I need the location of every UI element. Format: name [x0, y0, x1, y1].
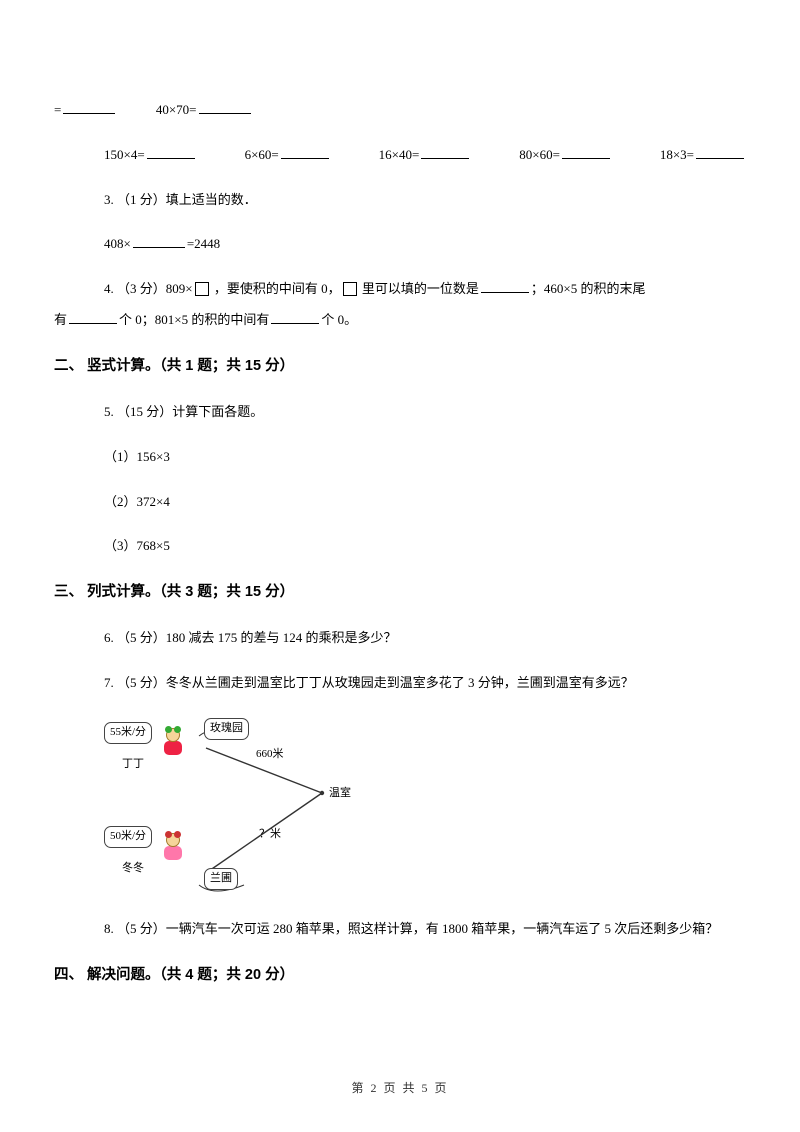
blank[interactable] — [481, 279, 529, 293]
blank[interactable] — [271, 310, 319, 324]
eq-frag-line: = 40×70= — [54, 100, 746, 121]
q5-label: 5. （15 分）计算下面各题。 — [104, 402, 746, 423]
name1: 丁丁 — [122, 756, 144, 774]
eq: 150×4= — [104, 147, 145, 162]
blank[interactable] — [69, 310, 117, 324]
q3-pre: 408× — [104, 236, 131, 251]
q5-3: （3）768×5 — [104, 536, 746, 557]
kid1-icon — [159, 728, 187, 758]
eq: 16×40= — [379, 147, 420, 162]
q3-label: 3. （1 分）填上适当的数． — [104, 190, 746, 211]
node-lanpu: 兰圃 — [204, 868, 238, 890]
q4-line1: 4. （3 分）809× ，要使积的中间有 0， 里可以填的一位数是 ；460×5… — [104, 279, 746, 300]
q4-l2b: 个 0；801×5 的积的中间有 — [119, 312, 269, 327]
q8: 8. （5 分）一辆汽车一次可运 280 箱苹果，照这样计算，有 1800 箱苹… — [104, 919, 746, 940]
blank[interactable] — [63, 100, 115, 114]
q4-line2: 有 个 0；801×5 的积的中间有 个 0。 — [54, 310, 746, 331]
q5-2: （2）372×4 — [104, 492, 746, 513]
q6: 6. （5 分）180 减去 175 的差与 124 的乘积是多少？ — [104, 628, 746, 649]
section3-title: 三、 列式计算。（共 3 题；共 15 分） — [54, 581, 746, 604]
q3-eq: 408× =2448 — [104, 234, 746, 255]
equation-row: 150×4= 6×60= 16×40= 80×60= 18×3= — [104, 145, 746, 166]
q8-text: 8. （5 分）一辆汽车一次可运 280 箱苹果，照这样计算，有 1800 箱苹… — [104, 921, 718, 936]
q4-mid1: ，要使积的中间有 0， — [211, 281, 341, 296]
blank[interactable] — [147, 145, 195, 159]
section4-title: 四、 解决问题。（共 4 题；共 20 分） — [54, 964, 746, 987]
eq: 80×60= — [519, 147, 560, 162]
node-rose: 玫瑰园 — [204, 718, 249, 740]
speed2-box: 50米/分 — [104, 826, 152, 848]
eq: 6×60= — [245, 147, 279, 162]
dist1: 660米 — [256, 746, 284, 764]
blank[interactable] — [562, 145, 610, 159]
node-greenhouse: 温室 — [329, 785, 351, 803]
name2: 冬冬 — [122, 860, 144, 878]
q3-post: =2448 — [187, 236, 220, 251]
kid2-icon — [159, 833, 187, 863]
eq2-lhs: 40×70= — [156, 102, 197, 117]
q4-l2a: 有 — [54, 312, 67, 327]
diagram-lines — [104, 718, 394, 893]
page-footer: 第 2 页 共 5 页 — [0, 1079, 800, 1098]
q7: 7. （5 分）冬冬从兰圃走到温室比丁丁从玫瑰园走到温室多花了 3 分钟，兰圃到… — [104, 673, 746, 694]
box-icon — [195, 282, 209, 296]
eq1-pre: = — [54, 102, 61, 117]
speed1-box: 55米/分 — [104, 722, 152, 744]
blank[interactable] — [199, 100, 251, 114]
q4-mid3: ；460×5 的积的末尾 — [531, 281, 646, 296]
box-icon — [343, 282, 357, 296]
q4-l2c: 个 0。 — [321, 312, 357, 327]
q4-pre: 4. （3 分）809× — [104, 281, 193, 296]
blank[interactable] — [421, 145, 469, 159]
q4-mid2: 里可以填的一位数是 — [359, 281, 479, 296]
blank[interactable] — [133, 234, 185, 248]
blank[interactable] — [281, 145, 329, 159]
q5-1: （1）156×3 — [104, 447, 746, 468]
blank[interactable] — [696, 145, 744, 159]
section2-title: 二、 竖式计算。（共 1 题；共 15 分） — [54, 355, 746, 378]
q7-diagram: 55米/分 丁丁 玫瑰园 660米 温室 ？米 50米/分 冬冬 兰圃 — [104, 718, 394, 893]
dist2: ？米 — [259, 826, 281, 844]
eq: 18×3= — [660, 147, 694, 162]
